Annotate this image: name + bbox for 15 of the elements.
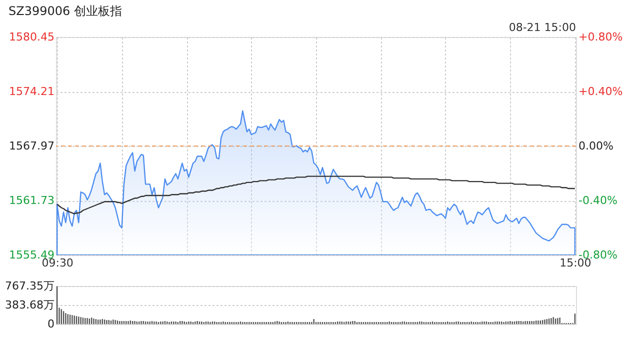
y2-tick-label: +0.40% — [578, 85, 623, 98]
y-tick-label: 767.35万 — [5, 280, 54, 292]
y-tick-label: 0 — [48, 318, 54, 330]
y2-tick-label: +0.80% — [578, 30, 623, 44]
y-tick-label: 1580.45 — [9, 30, 54, 44]
text: 08-21 15:00 — [508, 21, 576, 34]
x-tick-label: 09:30 — [42, 256, 74, 270]
y-tick-label: 1567.97 — [9, 140, 54, 152]
y-tick-label: 383.68万 — [5, 298, 54, 312]
y-tick-label: 1574.21 — [9, 85, 54, 98]
chart-title: SZ399006 创业板指 — [8, 4, 122, 18]
y2-tick-label: -0.40% — [578, 194, 618, 207]
y2-tick-label: 0.00% — [578, 140, 614, 152]
line-series — [56, 176, 576, 214]
y-tick-label: 1561.73 — [9, 194, 54, 207]
